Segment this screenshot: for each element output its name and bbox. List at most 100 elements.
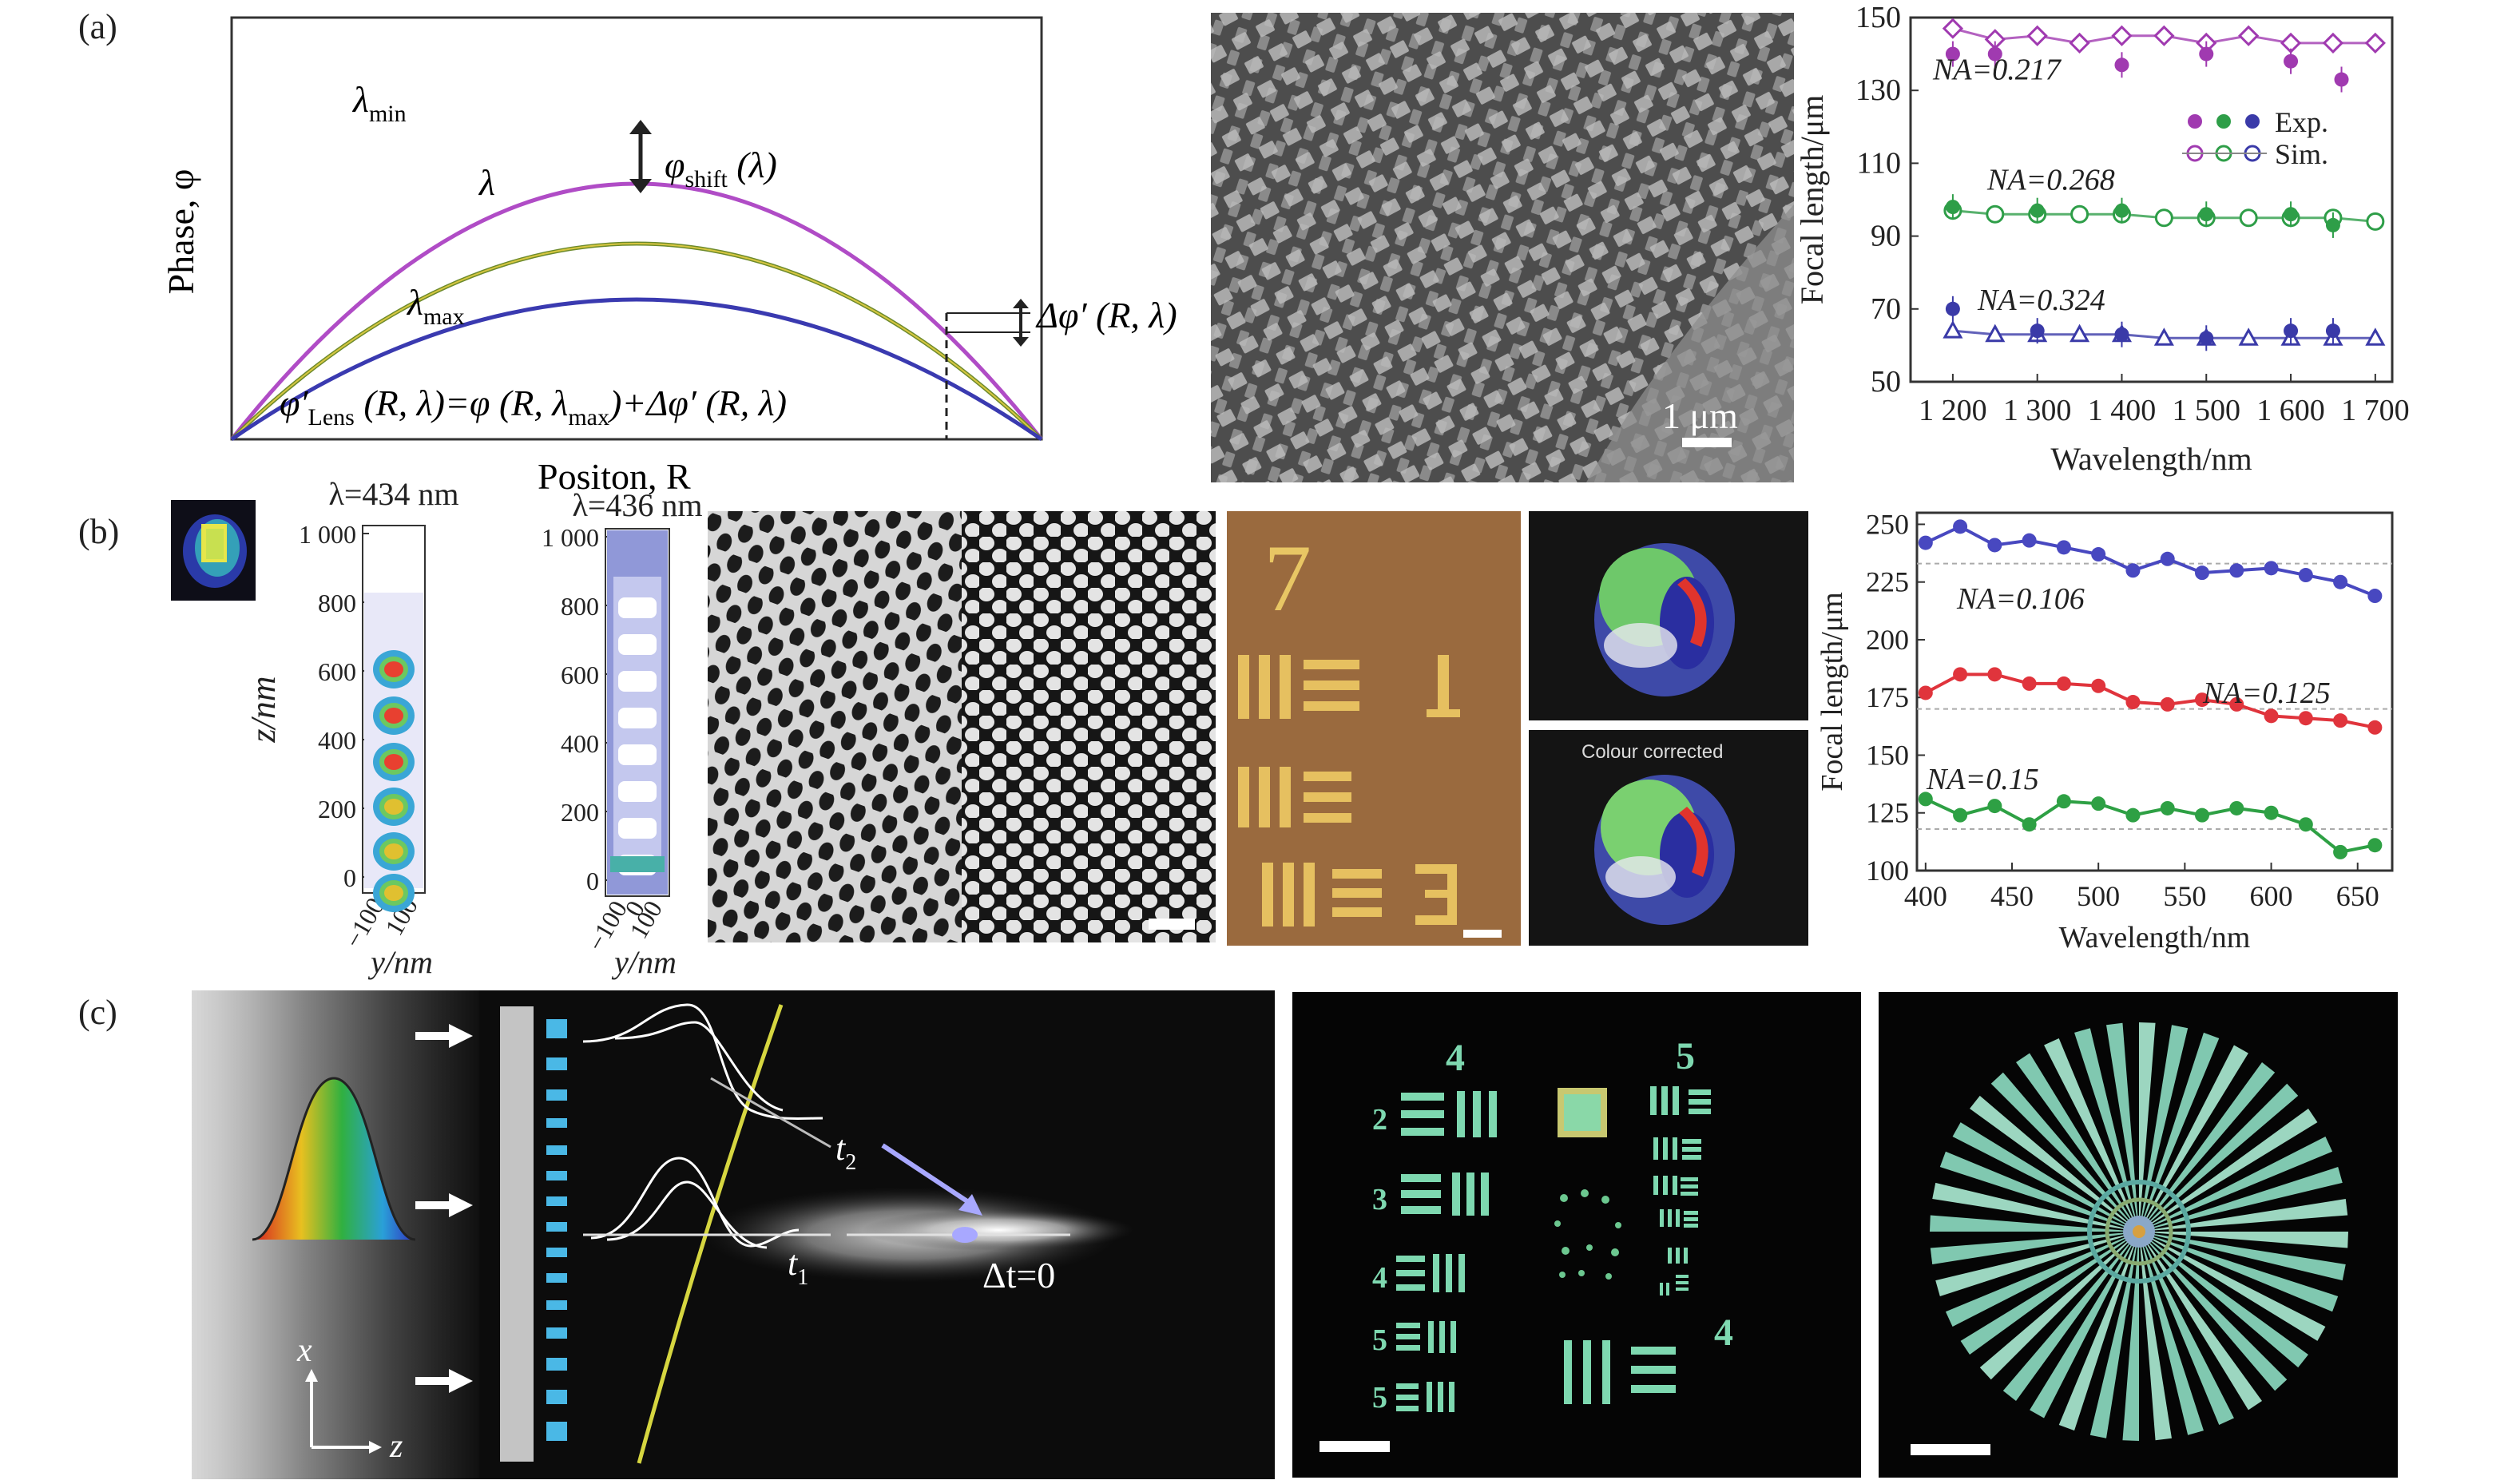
chart-b-point — [2264, 561, 2279, 576]
field-fringe — [618, 781, 657, 802]
chart-b-xlabel: Wavelength/nm — [2059, 921, 2251, 954]
color-spot-corrected-panel: Colour corrected — [1529, 730, 1808, 946]
chart-a-legend-sim: Sim. — [2275, 138, 2328, 170]
chart-b-point — [2298, 568, 2313, 583]
chart-b-point — [1987, 538, 2002, 553]
chart-a-sim-point — [2365, 327, 2386, 346]
chart-a-xtick-label: 1 300 — [2003, 394, 2072, 427]
field-xlabel: y/nm — [367, 944, 433, 980]
label-t1: t1 — [788, 1244, 808, 1290]
star-spoke — [2139, 1232, 2288, 1391]
field-lobe — [384, 754, 403, 770]
field-fringe — [618, 671, 657, 692]
chart-a-exp-point — [1945, 46, 1960, 62]
field-map-434nm: λ=434 nm1 0008006004002000−1000100y/nmz/… — [244, 476, 459, 980]
color-spot-uncorrected — [1529, 511, 1808, 720]
star-spoke — [2139, 1022, 2156, 1232]
chart-a-ytick-label: 50 — [1871, 365, 1901, 399]
chart-b-point — [2367, 589, 2383, 604]
chart-b-ytick-label: 100 — [1866, 855, 1909, 887]
label-delta-phi: Δφ′ (R, λ) — [1035, 295, 1177, 335]
chart-b-point — [2022, 817, 2037, 832]
chart-a-sim-point — [2070, 204, 2089, 224]
chart-b-point — [2264, 708, 2279, 724]
chart-b-xtick-label: 650 — [2336, 880, 2379, 912]
star-spoke — [2139, 1167, 2343, 1232]
usaf-row-2: 2 — [1372, 1103, 1387, 1137]
field-ytick-label: 0 — [586, 867, 599, 895]
chart-focal-length-ir: 50 70 90 110 130 150 1 200 1 300 1 400 1 500 1 600… — [1797, 1, 2410, 477]
chart-b-point — [1918, 685, 1933, 700]
chart-b-na-label: NA=0.125 — [2202, 677, 2331, 710]
chart-b-xtick-label: 600 — [2250, 880, 2293, 912]
star-spoke — [1979, 1232, 2139, 1380]
lens-equation: φ′Lens (R, λ)=φ (R, λmax)+Δφ′ (R, λ) — [280, 383, 787, 431]
chart-b-na-label: NA=0.106 — [1956, 582, 2085, 616]
star-spoke — [1930, 1215, 2139, 1232]
label-lambda-max: λmax — [406, 282, 465, 330]
chart-b-point — [2160, 696, 2175, 712]
chart-b-point — [2264, 805, 2279, 820]
chart-a-xtick-label: 1 700 — [2341, 394, 2410, 427]
field-lobe — [384, 885, 403, 901]
star-spoke — [2016, 1053, 2139, 1232]
chart-b-ytick-label: 225 — [1866, 566, 1909, 598]
star-spoke — [2058, 1232, 2139, 1431]
usaf-image-green: 4 5 4 2 3 4 5 5 — [1292, 992, 1861, 1478]
sem-hole-scalebar — [1149, 919, 1195, 930]
chart-b-frame — [1915, 511, 2394, 872]
chart-a-sim-point — [2153, 25, 2175, 46]
chart-a-sim-point — [2026, 25, 2048, 46]
label-phi-shift: φshift (λ) — [665, 145, 777, 192]
chart-a-exp-point — [2114, 203, 2129, 218]
chart-b-point — [2298, 817, 2313, 832]
star-spoke — [2089, 1232, 2139, 1438]
star-spoke — [2074, 1028, 2139, 1232]
chart-b-ylabel: Focal length/μm — [1816, 592, 1849, 791]
star-spoke — [2139, 1232, 2234, 1426]
chart-b-ytick-label: 200 — [1866, 624, 1909, 656]
chart-a-sim-point — [2070, 323, 2090, 343]
chart-a-legend-exp: Exp. — [2275, 106, 2328, 138]
field-xlabel: y/nm — [611, 944, 677, 980]
chart-b-point — [2125, 563, 2141, 578]
usaf-row-5a: 5 — [1372, 1323, 1387, 1357]
field-ytick-label: 400 — [318, 726, 356, 755]
chart-a-sim-point — [1943, 320, 1963, 339]
chart-b-point — [2125, 695, 2141, 710]
chart-a-exp-point — [2199, 46, 2214, 62]
chart-a-sim-point — [2154, 208, 2173, 228]
field-fringe — [618, 744, 657, 765]
label-t2: t2 — [835, 1129, 856, 1175]
chart-a-sim-point — [2366, 212, 2385, 231]
chart-b-ytick-label: 125 — [1866, 797, 1909, 829]
star-spoke — [2139, 1232, 2262, 1411]
star-spoke — [2044, 1038, 2139, 1232]
chart-b-point — [1953, 519, 1968, 534]
chart-a-na-label: NA=0.268 — [1986, 164, 2115, 197]
chart-b-point — [2195, 565, 2209, 581]
star-spoke — [2139, 1025, 2189, 1232]
curve-lambda-max — [230, 297, 1043, 442]
chart-b-point — [2091, 547, 2106, 562]
chart-b-point — [2091, 796, 2106, 811]
colour-corrected-label: Colour corrected — [1581, 741, 1724, 763]
chart-a-exp-point — [2334, 72, 2349, 87]
field-fringe — [618, 708, 657, 728]
chart-b-point — [1987, 799, 2002, 814]
star-spoke — [2139, 1137, 2333, 1232]
chart-b-xtick-label: 550 — [2163, 880, 2206, 912]
chart-a-sim-point — [2238, 327, 2259, 346]
usaf-image-brown: 7 — [1227, 511, 1521, 946]
chart-a-exp-point — [2030, 323, 2045, 339]
phase-diagram: Phase, φ λmin λ λmax φshift (λ) Δφ′ (R, … — [161, 16, 1177, 497]
chart-a-xtick-label: 1 200 — [1919, 394, 1987, 427]
chart-focal-length-visible: 100 125 150 175 200 225 250 400 450 500 550 600 650 W… — [1816, 508, 2394, 954]
star-spoke — [2139, 1232, 2346, 1281]
star-spoke — [1990, 1072, 2139, 1232]
chart-a-exp-point — [1987, 46, 2002, 62]
chart-a-na-label: NA=0.217 — [1932, 54, 2062, 87]
chart-a-xtick-label: 1 500 — [2173, 394, 2241, 427]
chart-a-ytick-label: 90 — [1871, 220, 1901, 253]
field-fringe — [618, 634, 657, 655]
